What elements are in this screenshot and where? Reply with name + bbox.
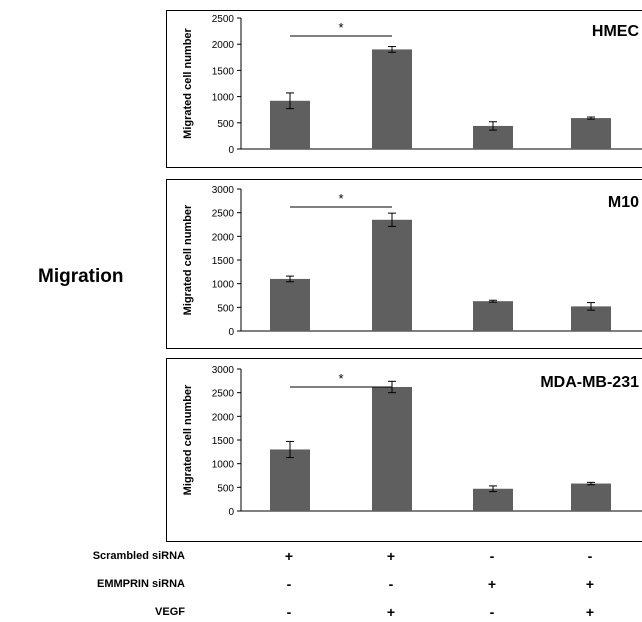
significance-asterisk: * <box>338 371 343 386</box>
migration-label: Migration <box>38 266 124 287</box>
condition-sign: + <box>585 604 595 620</box>
bar <box>372 49 412 149</box>
y-tick-label: 0 <box>228 507 234 518</box>
y-tick-label: 2000 <box>212 40 235 51</box>
hmec-chart-svg: Migrated cell number 0 500 1000 1500 2000 2500… <box>182 14 642 156</box>
condition-sign: + <box>585 576 595 592</box>
y-tick-label: 2500 <box>212 209 235 220</box>
y-tick-label: 500 <box>217 119 234 130</box>
mda-mb-231-chart-panel: Migrated cell number 0 500 1000 1500 2000 2500… <box>166 358 642 542</box>
condition-sign: + <box>386 548 396 564</box>
condition-row: EMMPRIN siRNA - - + + <box>0 574 642 594</box>
condition-sign: - <box>489 548 495 564</box>
y-tick-label: 1500 <box>212 66 235 77</box>
m10-chart-svg: Migrated cell number 0 500 1000 1500 2000 2500… <box>182 185 642 338</box>
chart-title: M10 <box>608 194 639 211</box>
condition-sign: + <box>386 604 396 620</box>
condition-label: Scrambled siRNA <box>92 550 185 562</box>
y-tick-label: 2000 <box>212 412 235 423</box>
y-tick-label: 1000 <box>212 280 235 291</box>
m10-chart-panel: Migrated cell number 0 500 1000 1500 2000 2500… <box>166 179 642 349</box>
y-tick-label: 2500 <box>212 389 235 400</box>
y-tick-label: 500 <box>217 303 234 314</box>
y-tick-label: 1000 <box>212 460 235 471</box>
bar <box>473 125 513 149</box>
bar <box>571 118 611 149</box>
y-axis-label: Migrated cell number <box>182 204 194 315</box>
condition-sign: - <box>489 604 495 620</box>
bar <box>372 219 412 331</box>
condition-row: VEGF - + - + <box>0 602 642 622</box>
condition-label: EMMPRIN siRNA <box>96 578 185 590</box>
chart-title: HMEC <box>592 23 640 40</box>
y-tick-label: 1000 <box>212 93 235 104</box>
y-tick-label: 2000 <box>212 232 235 243</box>
y-tick-label: 1500 <box>212 256 235 267</box>
y-tick-label: 2500 <box>212 14 235 25</box>
y-tick-label: 3000 <box>212 185 235 196</box>
bar <box>571 483 611 511</box>
condition-sign: + <box>487 576 497 592</box>
bar <box>372 386 412 511</box>
y-axis-label: Migrated cell number <box>182 384 194 495</box>
condition-row: Scrambled siRNA + + - - <box>0 546 642 566</box>
condition-sign: - <box>286 604 292 620</box>
bar <box>473 488 513 511</box>
chart-title: MDA-MB-231 <box>540 374 639 391</box>
bar <box>473 301 513 331</box>
mda-mb-231-chart-svg: Migrated cell number 0 500 1000 1500 2000 2500… <box>182 365 642 518</box>
y-tick-label: 0 <box>228 145 234 156</box>
y-tick-label: 500 <box>217 483 234 494</box>
condition-sign: - <box>286 576 292 592</box>
condition-sign: - <box>388 576 394 592</box>
bar <box>270 278 310 331</box>
condition-sign: - <box>587 548 593 564</box>
condition-label: VEGF <box>155 606 185 618</box>
y-tick-label: 0 <box>228 327 234 338</box>
y-axis-label: Migrated cell number <box>182 27 194 138</box>
bar <box>270 449 310 511</box>
condition-sign: + <box>284 548 294 564</box>
hmec-chart-panel: Migrated cell number 0 500 1000 1500 2000 2500… <box>166 10 642 168</box>
y-tick-label: 3000 <box>212 365 235 376</box>
significance-asterisk: * <box>338 191 343 206</box>
significance-asterisk: * <box>338 20 343 35</box>
y-tick-label: 1500 <box>212 436 235 447</box>
